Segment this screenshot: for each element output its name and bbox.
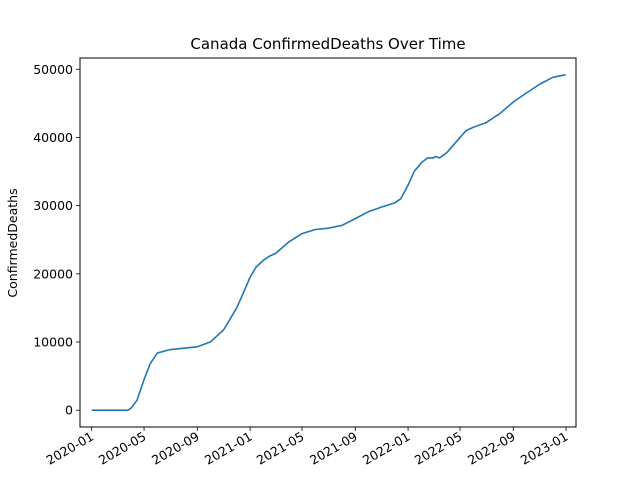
x-axis: 2020-01 2020-05 2020-09 2021-01 2021-05 2021-… (43, 427, 571, 468)
y-tick-label: 0 (65, 403, 73, 418)
y-tick-label: 10000 (33, 335, 73, 350)
x-tick-label: 2021-05 (254, 429, 307, 468)
y-axis: 0 10000 20000 30000 40000 50000 (33, 62, 80, 418)
y-tick-label: 50000 (33, 62, 73, 77)
x-tick-label: 2021-01 (202, 429, 255, 468)
series-line (91, 73, 566, 412)
x-tick-label: 2023-01 (518, 429, 571, 468)
x-tick-label: 2022-01 (360, 429, 413, 468)
chart-title: Canada ConfirmedDeaths Over Time (190, 35, 465, 53)
x-tick-label: 2020-05 (96, 429, 149, 468)
y-axis-label: ConfirmedDeaths (5, 188, 20, 297)
y-tick-label: 30000 (33, 198, 73, 213)
x-tick-label: 2022-09 (465, 429, 518, 468)
x-tick-label: 2021-09 (307, 429, 360, 468)
plot-frame (79, 57, 577, 428)
y-tick-label: 40000 (33, 130, 73, 145)
plot-area (91, 73, 566, 412)
y-tick-label: 20000 (33, 266, 73, 281)
x-tick-label: 2020-09 (149, 429, 202, 468)
x-tick-label: 2020-01 (43, 429, 96, 468)
x-tick-label: 2022-05 (412, 429, 465, 468)
